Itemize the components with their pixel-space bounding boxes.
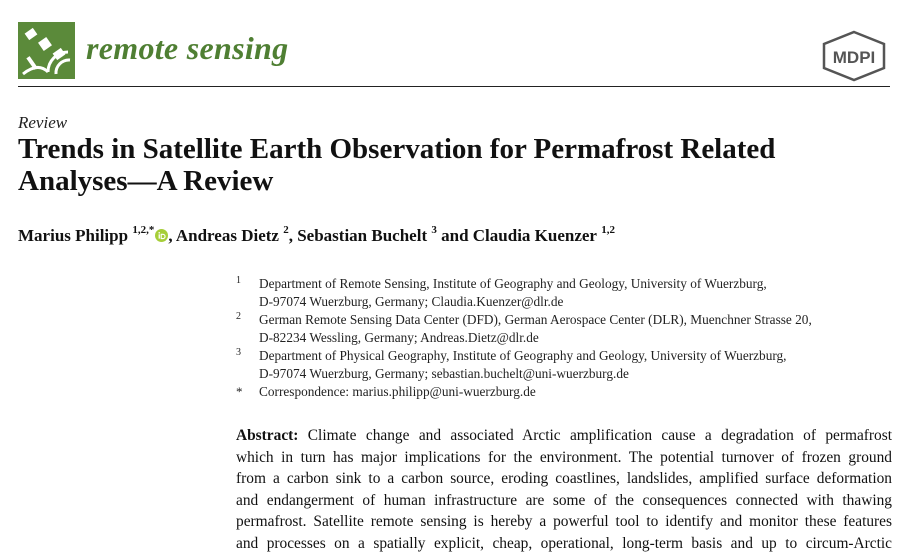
header-divider xyxy=(18,86,890,87)
affiliation-line: Department of Remote Sensing, Institute … xyxy=(259,275,896,293)
satellite-icon xyxy=(18,22,75,79)
author-name[interactable]: Claudia Kuenzer xyxy=(473,226,597,245)
affiliation-line: D-97074 Wuerzburg, Germany; Claudia.Kuen… xyxy=(259,293,896,311)
affiliation-list: 1 Department of Remote Sensing, Institut… xyxy=(236,275,896,401)
affiliation-line: German Remote Sensing Data Center (DFD),… xyxy=(259,311,896,329)
affiliation-item: 1 Department of Remote Sensing, Institut… xyxy=(236,275,896,311)
publisher-logo: MDPI xyxy=(818,30,890,82)
author-affiliation-marks: 2 xyxy=(283,224,289,236)
author-name[interactable]: Andreas Dietz xyxy=(176,226,279,245)
orcid-icon[interactable] xyxy=(155,229,168,242)
abstract-line: permafrost. Satellite remote sensing is … xyxy=(236,511,892,533)
correspondence-mark: * xyxy=(236,383,243,401)
affiliation-item: 2 German Remote Sensing Data Center (DFD… xyxy=(236,311,896,347)
affiliation-mark: 3 xyxy=(236,344,241,362)
publisher-name: MDPI xyxy=(833,48,876,67)
author-separator: and xyxy=(437,226,473,245)
abstract: Abstract: Climate change and associated … xyxy=(236,425,892,554)
author-affiliation-marks: 1,2,* xyxy=(132,224,154,236)
author-affiliation-marks: 3 xyxy=(431,224,437,236)
abstract-line: Abstract: Climate change and associated … xyxy=(236,425,892,447)
affiliation-line: Department of Physical Geography, Instit… xyxy=(259,347,896,365)
journal-logo xyxy=(18,22,75,79)
affiliation-line: D-97074 Wuerzburg, Germany; sebastian.bu… xyxy=(259,365,896,383)
article-type: Review xyxy=(18,113,67,133)
author-separator: , xyxy=(289,226,298,245)
abstract-line: from a carbon sink to a carbon source, e… xyxy=(236,468,892,490)
abstract-first-line: Climate change and associated Arctic amp… xyxy=(308,427,892,444)
journal-name: remote sensing xyxy=(86,28,288,68)
affiliation-mark: 1 xyxy=(236,272,241,290)
author-name[interactable]: Sebastian Buchelt xyxy=(297,226,427,245)
affiliation-mark: 2 xyxy=(236,308,241,326)
affiliation-line: D-82234 Wessling, Germany; Andreas.Dietz… xyxy=(259,329,896,347)
abstract-line: and endangerment of human infrastructure… xyxy=(236,490,892,512)
abstract-line: and processes on a spatially explicit, c… xyxy=(236,533,892,554)
title-line: Trends in Satellite Earth Observation fo… xyxy=(18,133,898,165)
affiliation-item: 3 Department of Physical Geography, Inst… xyxy=(236,347,896,383)
title-line: Analyses—A Review xyxy=(18,165,898,197)
journal-header: remote sensing MDPI xyxy=(18,22,890,84)
author-list: Marius Philipp 1,2,*, Andreas Dietz 2, S… xyxy=(18,226,615,246)
author-name[interactable]: Marius Philipp xyxy=(18,226,128,245)
article-title: Trends in Satellite Earth Observation fo… xyxy=(18,133,898,197)
abstract-label: Abstract: xyxy=(236,427,298,444)
author-affiliation-marks: 1,2 xyxy=(601,224,615,236)
abstract-line: which in turn has major implications for… xyxy=(236,447,892,469)
correspondence-item: * Correspondence: marius.philipp@uni-wue… xyxy=(236,383,896,401)
author-separator: , xyxy=(168,226,176,245)
correspondence-line[interactable]: Correspondence: marius.philipp@uni-wuerz… xyxy=(259,383,896,401)
